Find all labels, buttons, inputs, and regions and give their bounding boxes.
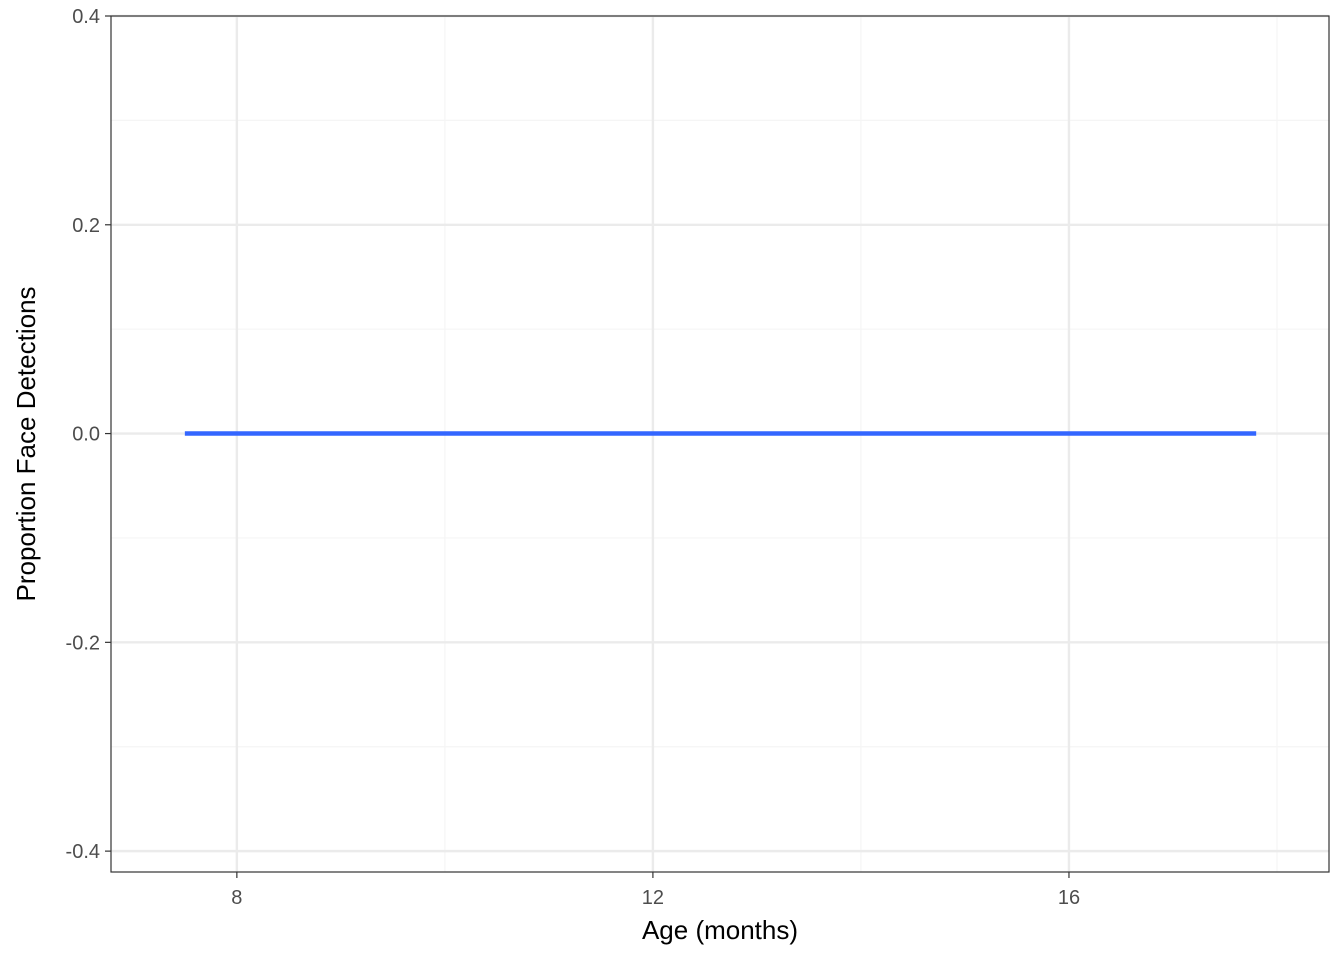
y-tick-label: 0.2 bbox=[72, 215, 100, 237]
x-axis-title: Age (months) bbox=[642, 915, 798, 945]
y-axis-title: Proportion Face Detections bbox=[11, 286, 41, 601]
y-tick-label: 0.0 bbox=[72, 424, 100, 446]
panel-border bbox=[110, 15, 1330, 873]
x-tick-label: 8 bbox=[231, 887, 242, 909]
x-tick-label: 16 bbox=[1058, 887, 1080, 909]
x-tick-label: 12 bbox=[642, 887, 664, 909]
axis-ticks bbox=[105, 15, 1070, 878]
y-tick-label: -0.2 bbox=[66, 632, 100, 654]
major-gridlines bbox=[111, 14, 1329, 872]
y-tick-label: 0.4 bbox=[72, 6, 100, 28]
y-tick-label: -0.4 bbox=[66, 841, 100, 863]
tick-labels: 8 12 16 -0.4 -0.2 0.0 0.2 0.4 bbox=[66, 6, 1081, 909]
minor-gridlines bbox=[111, 16, 1329, 872]
